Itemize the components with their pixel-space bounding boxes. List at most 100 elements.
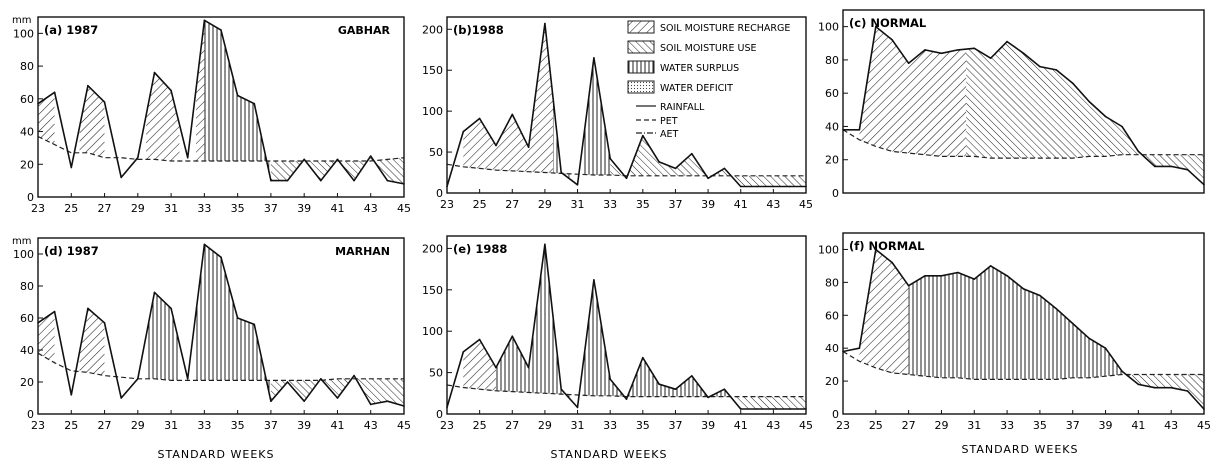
rainfall-point	[478, 117, 481, 120]
y-tick-label: 40	[20, 344, 34, 357]
rainfall-point	[220, 256, 222, 259]
y-tick-label: 60	[825, 87, 839, 100]
y-tick-label: 80	[825, 54, 839, 67]
rainfall-point	[924, 49, 926, 51]
rainfall-point	[1186, 168, 1189, 171]
legend-label-aet: AET	[660, 129, 679, 140]
rainfall-point	[369, 403, 372, 406]
rainfall-point	[772, 408, 775, 410]
x-tick-label: 27	[902, 419, 916, 432]
rainfall-point	[989, 57, 992, 59]
rainfall-point	[957, 49, 959, 51]
region-diag-left-1	[966, 42, 1139, 159]
rainfall-point	[875, 248, 877, 251]
rainfall-point	[707, 396, 709, 399]
x-tick-label: 31	[571, 198, 585, 211]
y-tick-label: 0	[436, 187, 443, 200]
y-tick-label: 80	[20, 60, 34, 73]
x-tick-label: 41	[734, 419, 748, 432]
rainfall-point	[527, 366, 530, 369]
x-tick-label: 33	[197, 202, 211, 215]
rainfall-point	[723, 167, 726, 170]
rainfall-point	[270, 179, 272, 182]
region-vertical-1	[496, 244, 570, 399]
rainfall-point	[642, 356, 644, 359]
rainfall-point	[236, 94, 239, 97]
plot-frame	[446, 16, 807, 194]
rainfall-point	[756, 408, 758, 410]
x-tick-label: 23	[836, 419, 850, 432]
rainfall-point	[739, 185, 742, 188]
rainfall-point	[973, 278, 976, 280]
region-diag-right-1	[79, 308, 105, 376]
y-tick-label: 100	[818, 243, 839, 256]
rainfall-point	[1055, 307, 1058, 310]
rainfall-point	[1104, 347, 1107, 350]
panel-c: 0 20 40 60 80 100 (c) NORMAL	[818, 9, 1205, 200]
x-axis-title-left: STANDARD WEEKS	[158, 448, 275, 461]
rainfall-point	[772, 185, 775, 188]
rainfall-point	[103, 101, 106, 103]
y-tick-label: 100	[13, 27, 34, 40]
rainfall-point	[609, 157, 611, 160]
x-tick-label: 23	[440, 419, 454, 432]
series-line-pet	[446, 384, 806, 398]
x-tick-label: 43	[766, 419, 780, 432]
rainfall-point	[53, 310, 56, 313]
rainfall-point	[236, 317, 239, 319]
rainfall-point	[788, 408, 791, 410]
rainfall-point	[756, 185, 758, 188]
rainfall-point	[87, 84, 89, 87]
x-tick-label: 33	[603, 198, 617, 211]
rainfall-point	[707, 177, 709, 180]
x-tick-label: 33	[1000, 419, 1014, 432]
rainfall-point	[1170, 386, 1172, 389]
rainfall-point	[674, 388, 677, 391]
y-tick-label: 100	[818, 21, 839, 34]
rainfall-point	[1022, 52, 1025, 55]
panel-label: (d) 1987	[44, 244, 99, 258]
x-tick-label: 37	[1066, 419, 1080, 432]
region-vertical-4	[204, 20, 270, 173]
x-tick-label: 43	[364, 202, 378, 215]
x-axis-title-middle: STANDARD WEEKS	[551, 448, 668, 461]
region-diag-right-0	[859, 27, 967, 157]
rainfall-point	[103, 322, 106, 324]
rainfall-point	[691, 152, 693, 155]
rainfall-point	[1039, 65, 1041, 68]
region-diag-left-3	[730, 396, 806, 409]
y-tick-label: 60	[20, 93, 34, 106]
rainfall-point	[353, 179, 355, 182]
region-diag-right-0	[859, 249, 909, 375]
rainfall-point	[560, 388, 562, 391]
rainfall-point	[593, 279, 595, 281]
y-tick-label: 0	[832, 408, 839, 421]
panel-label: (a) 1987	[44, 23, 98, 37]
region-vertical-2	[146, 292, 180, 381]
rainfall-point	[153, 71, 156, 74]
rainfall-point	[1186, 390, 1189, 392]
x-tick-label: 41	[330, 202, 344, 215]
region-diag-left-4	[270, 377, 404, 406]
x-tick-label: 39	[1099, 419, 1113, 432]
series-line-pet	[446, 163, 806, 177]
y-tick-label: 20	[825, 375, 839, 388]
legend-label-use: SOIL MOISTURE USE	[660, 43, 757, 54]
x-tick-label: 43	[1164, 419, 1178, 432]
legend-swatch-surplus	[627, 60, 655, 74]
y-tick-label: 60	[825, 309, 839, 322]
rainfall-point	[511, 113, 514, 116]
x-tick-label: 39	[701, 198, 715, 211]
rainfall-point	[691, 375, 693, 377]
x-tick-label: 33	[197, 419, 211, 432]
rainfall-point	[186, 378, 189, 380]
rainfall-point	[940, 275, 943, 277]
x-tick-label: 23	[440, 198, 454, 211]
x-tick-label: 37	[264, 202, 278, 215]
rainfall-point	[858, 129, 861, 131]
rainfall-point	[1137, 383, 1140, 386]
site-label: GABHAR	[338, 24, 391, 37]
rainfall-point	[303, 400, 306, 403]
rainfall-point	[907, 62, 910, 64]
rainfall-point	[137, 378, 139, 380]
